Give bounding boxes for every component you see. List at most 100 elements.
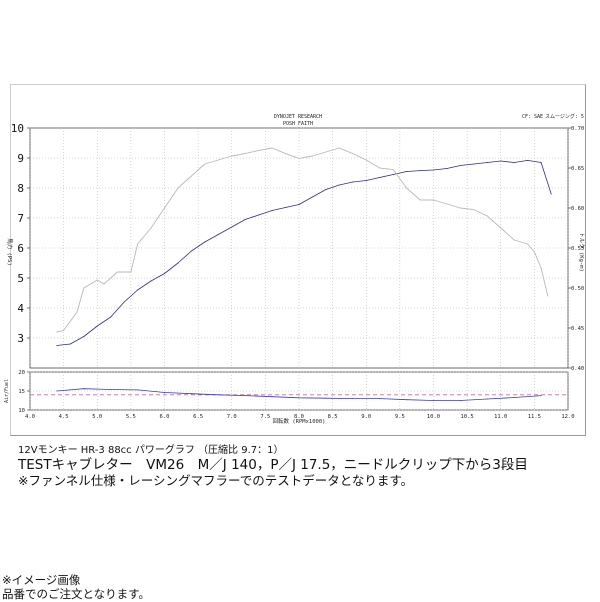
power-data-point xyxy=(137,289,139,291)
torque-data-point xyxy=(500,227,502,229)
torque-data-point xyxy=(130,271,132,273)
power-data-point xyxy=(69,343,71,345)
power-data-point xyxy=(271,210,273,211)
x-tick-label: 11.0 xyxy=(494,414,507,420)
af-data-point xyxy=(540,395,542,397)
x-tick-label: 6.5 xyxy=(193,414,203,420)
y-left-tick-label: 3 xyxy=(17,332,24,345)
torque-data-point xyxy=(150,227,152,229)
power-data-point xyxy=(244,219,246,220)
torque-data-point xyxy=(63,329,65,331)
power-data-point xyxy=(550,193,552,195)
torque-data-point xyxy=(285,153,286,155)
chart-title: DYNOJET RESEARCH xyxy=(274,114,322,120)
torque-data-point xyxy=(533,251,535,253)
power-data-point xyxy=(96,325,98,327)
torque-data-point xyxy=(352,153,354,155)
torque-data-point xyxy=(547,295,549,297)
power-data-point xyxy=(527,159,529,161)
power-data-point xyxy=(406,171,408,172)
power-series-line xyxy=(56,159,552,346)
af-y-tick-label: 15 xyxy=(18,389,25,395)
x-tick-label: 4.0 xyxy=(25,414,35,420)
torque-series-line xyxy=(56,147,549,333)
af-data-point xyxy=(271,396,273,398)
torque-data-point xyxy=(365,159,367,161)
x-tick-label: 8.5 xyxy=(328,414,338,420)
power-data-point xyxy=(258,214,260,216)
x-tick-label: 6.0 xyxy=(160,414,170,420)
x-tick-label: 5.5 xyxy=(126,414,136,420)
power-data-point xyxy=(311,196,313,198)
power-data-point xyxy=(83,336,85,337)
torque-data-point xyxy=(459,207,461,209)
y-right-tick-label: 0.70 xyxy=(571,126,584,132)
y-right-tick-label: 0.45 xyxy=(571,326,584,332)
af-data-point xyxy=(459,400,461,401)
torque-data-point xyxy=(338,147,340,149)
af-data-point xyxy=(513,397,515,398)
x-axis-label: 回転数 (RPMx1000) xyxy=(273,417,326,425)
power-data-point xyxy=(513,162,515,163)
torque-data-point xyxy=(96,279,98,281)
af-data-point xyxy=(433,400,434,401)
power-data-point xyxy=(217,234,219,235)
af-y-tick-label: 20 xyxy=(18,370,25,376)
y-left-tick-label: 8 xyxy=(17,182,24,195)
x-tick-label: 12.0 xyxy=(561,414,574,420)
torque-data-point xyxy=(406,187,408,189)
y-left-tick-label: 5 xyxy=(17,272,24,285)
chart-frame xyxy=(10,84,586,436)
power-data-point xyxy=(352,181,354,183)
af-data-point xyxy=(298,397,300,399)
power-data-point xyxy=(204,241,206,243)
torque-data-point xyxy=(137,243,139,245)
y-right-tick-label: 0.55 xyxy=(571,246,584,252)
y-left-tick-label: 9 xyxy=(17,152,24,165)
x-tick-label: 5.0 xyxy=(92,414,102,420)
y-right-tick-label: 0.50 xyxy=(571,286,584,292)
x-tick-label: 7.5 xyxy=(260,414,270,420)
torque-data-point xyxy=(190,175,192,177)
torque-data-point xyxy=(540,267,542,269)
power-data-point xyxy=(473,163,475,165)
power-data-point xyxy=(190,250,192,252)
power-data-point xyxy=(459,165,461,166)
af-data-point xyxy=(406,399,408,401)
power-data-point xyxy=(433,169,434,171)
power-data-point xyxy=(56,345,58,346)
af-data-point xyxy=(83,388,85,390)
torque-data-point xyxy=(486,215,488,217)
power-data-point xyxy=(500,160,502,162)
torque-data-point xyxy=(392,169,394,171)
af-axis-label: Air/Fuel xyxy=(4,379,10,403)
torque-data-point xyxy=(56,331,58,333)
torque-data-point xyxy=(177,187,179,189)
x-tick-label: 7.0 xyxy=(227,414,237,420)
torque-data-point xyxy=(244,153,246,155)
torque-data-point xyxy=(298,157,300,159)
power-data-point xyxy=(325,189,327,190)
torque-data-point xyxy=(258,149,260,151)
y-right-tick-label: 0.65 xyxy=(571,166,584,172)
torque-data-point xyxy=(325,151,327,153)
y-left-axis-label: 馬力 (PS) xyxy=(6,238,14,266)
torque-data-point xyxy=(473,209,475,211)
torque-data-point xyxy=(527,243,529,245)
af-data-point xyxy=(486,398,488,400)
y-left-tick-label: 4 xyxy=(17,302,24,315)
torque-data-point xyxy=(231,155,233,157)
power-data-point xyxy=(540,162,542,163)
af-data-point xyxy=(164,392,165,393)
torque-data-point xyxy=(379,167,381,169)
order-note: 品番でのご注文となります。 xyxy=(2,587,151,601)
torque-data-point xyxy=(83,287,85,289)
torque-data-point xyxy=(204,163,206,165)
af-data-point xyxy=(190,393,192,395)
power-data-point xyxy=(285,207,286,208)
af-data-point xyxy=(244,395,246,397)
torque-data-point xyxy=(76,311,78,313)
y-left-tick-label: 6 xyxy=(17,242,24,255)
test-condition-note: ※ファンネル仕様・レーシングマフラーでのテストデータとなります。 xyxy=(18,473,414,488)
af-data-point xyxy=(325,397,327,399)
